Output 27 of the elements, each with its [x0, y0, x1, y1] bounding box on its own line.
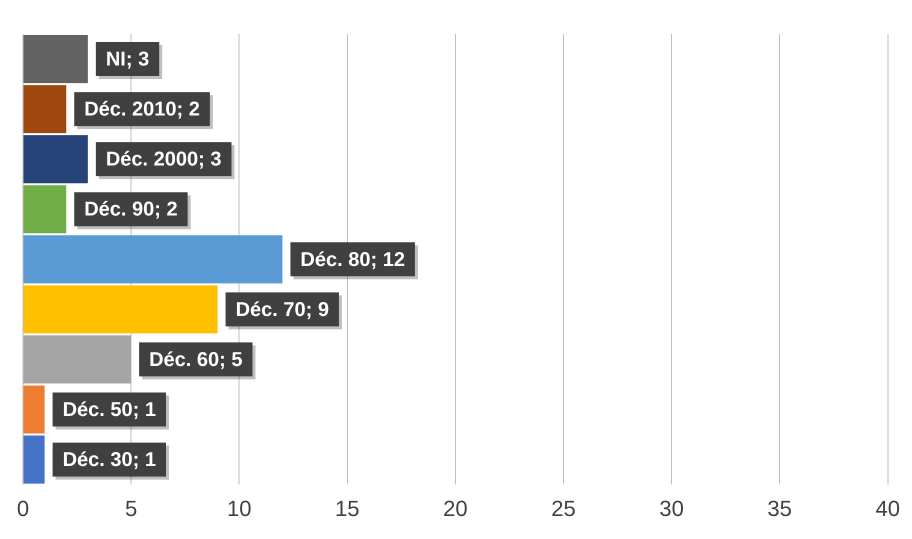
- data-label: Déc. 90; 2: [84, 198, 178, 221]
- x-tick-label: 35: [767, 496, 792, 521]
- x-tick-label: 40: [876, 496, 900, 521]
- data-label: Déc. 70; 9: [236, 298, 329, 321]
- x-tick-label: 25: [551, 496, 576, 521]
- x-tick-label: 15: [335, 496, 360, 521]
- bar: [24, 35, 88, 84]
- data-label: NI; 3: [106, 48, 150, 71]
- x-tick-label: 30: [659, 496, 684, 521]
- bar: [24, 335, 132, 384]
- bar: [24, 285, 218, 334]
- x-tick-label: 5: [124, 496, 138, 521]
- bar: [24, 235, 282, 284]
- bar: [24, 385, 45, 434]
- x-tick-label: 0: [16, 496, 30, 521]
- data-label: Déc. 60; 5: [149, 348, 242, 371]
- data-label: Déc. 2010; 2: [84, 98, 200, 121]
- x-tick-label: 10: [226, 496, 252, 521]
- bar: [24, 436, 45, 484]
- x-tick-label: 20: [443, 496, 468, 521]
- bar: [24, 85, 66, 134]
- data-label: Déc. 80; 12: [300, 248, 405, 271]
- data-label: Déc. 30; 1: [62, 449, 156, 472]
- data-label: Déc. 2000; 3: [106, 148, 222, 171]
- bar: [24, 135, 88, 184]
- data-label: Déc. 50; 1: [62, 399, 156, 422]
- bar: [24, 185, 66, 234]
